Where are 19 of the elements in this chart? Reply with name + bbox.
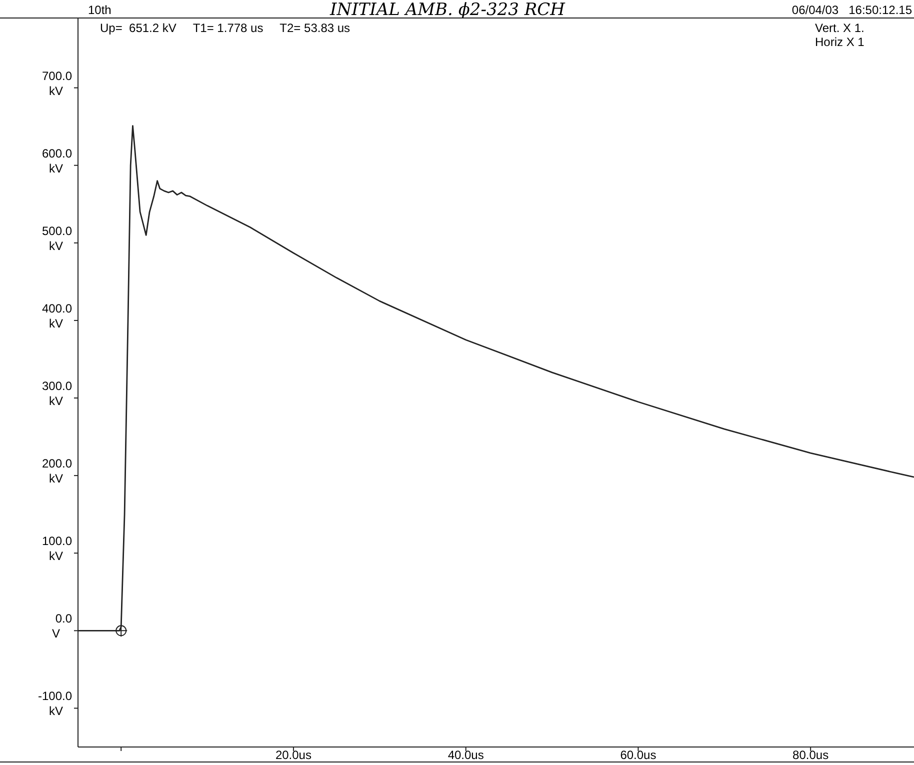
y-tick-label: 700.0 kV: [42, 68, 72, 98]
annotation: Horiz X 1: [815, 35, 865, 49]
text: 10th: [88, 3, 112, 17]
y-tick-label: 0.0 V: [52, 612, 72, 641]
annotation: Up= 651.2 kV T1= 1.778 us T2= 53.83 us: [100, 21, 350, 35]
text: 06/04/03 16:50:12.15: [792, 3, 912, 17]
x-tick-label: 40.0us: [448, 748, 484, 762]
chart-title: INITIAL AMB. ϕ2-323 RCH: [329, 0, 566, 20]
y-tick-label: 400.0 kV: [42, 301, 72, 330]
x-tick-label: 80.0us: [792, 748, 829, 762]
x-tick-label: 20.0us: [275, 748, 312, 762]
y-tick-label: -100.0 kV: [38, 689, 72, 718]
x-tick-label: 60.0us: [620, 748, 656, 762]
y-tick-label: 500.0 kV: [42, 224, 72, 253]
annotation: Vert. X 1.: [815, 21, 864, 35]
y-tick-label: 600.0 kV: [42, 146, 72, 176]
y-tick-label: 100.0 kV: [42, 534, 72, 564]
y-tick-label: 300.0 kV: [42, 379, 72, 408]
y-tick-label: 200.0 kV: [42, 456, 72, 486]
